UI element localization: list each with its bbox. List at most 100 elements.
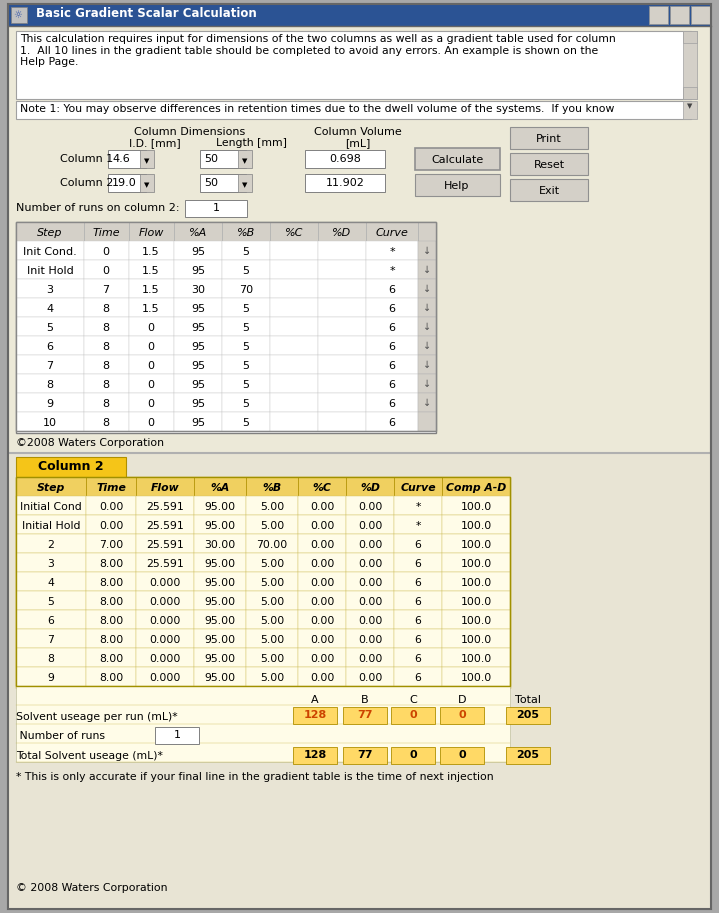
Text: 0.00: 0.00	[310, 616, 334, 626]
Bar	[298, 629, 346, 648]
Text: Number of runs: Number of runs	[16, 731, 105, 741]
Text: %A: %A	[211, 483, 229, 493]
Bar	[16, 515, 86, 534]
Bar	[86, 572, 136, 591]
Bar	[506, 707, 550, 724]
Bar	[174, 241, 222, 260]
Text: 95.00: 95.00	[204, 597, 236, 607]
Bar	[270, 393, 318, 412]
Bar	[86, 515, 136, 534]
Text: 0: 0	[458, 710, 466, 720]
Bar	[222, 222, 270, 241]
Bar	[194, 477, 246, 496]
Bar	[246, 553, 298, 572]
Bar	[136, 629, 194, 648]
Bar	[391, 747, 435, 764]
Bar	[16, 572, 86, 591]
Text: ▼: ▼	[145, 158, 150, 164]
Text: *: *	[389, 266, 395, 276]
Text: ▼: ▼	[687, 103, 692, 109]
Text: Comp A-D: Comp A-D	[446, 483, 506, 493]
Bar	[510, 179, 588, 201]
Bar	[442, 629, 510, 648]
Bar	[86, 629, 136, 648]
Text: 8.00: 8.00	[99, 673, 123, 683]
Bar	[222, 336, 270, 355]
Text: 95.00: 95.00	[204, 635, 236, 645]
Text: 5.00: 5.00	[260, 502, 284, 512]
Text: 0: 0	[409, 750, 417, 760]
Text: 6: 6	[388, 380, 395, 390]
Text: 0: 0	[458, 750, 466, 760]
Text: ↓: ↓	[423, 398, 431, 408]
Text: 0: 0	[147, 380, 155, 390]
Text: 9: 9	[47, 673, 55, 683]
Text: Time: Time	[92, 228, 120, 238]
Bar	[108, 174, 146, 192]
Bar	[8, 4, 711, 26]
Bar	[194, 572, 246, 591]
Bar	[510, 153, 588, 175]
Bar	[366, 298, 418, 317]
Text: 25.591: 25.591	[146, 559, 184, 569]
Bar	[418, 336, 436, 355]
Text: %B: %B	[237, 228, 255, 238]
Text: 70: 70	[239, 285, 253, 295]
Text: 2: 2	[47, 540, 55, 550]
Bar	[318, 412, 366, 431]
Bar	[222, 374, 270, 393]
Text: © 2008 Waters Corporation: © 2008 Waters Corporation	[16, 883, 168, 893]
Text: 5: 5	[47, 323, 53, 333]
Bar	[136, 667, 194, 686]
Bar	[346, 553, 394, 572]
Text: %C: %C	[313, 483, 331, 493]
Text: 4.6: 4.6	[112, 154, 129, 164]
Bar	[318, 260, 366, 279]
Text: 5: 5	[242, 418, 249, 428]
Text: 5.00: 5.00	[260, 616, 284, 626]
Text: 0.000: 0.000	[150, 654, 180, 664]
Bar	[246, 610, 298, 629]
Bar	[394, 534, 442, 553]
Bar	[343, 747, 387, 764]
Bar	[136, 496, 194, 515]
Text: 5.00: 5.00	[260, 521, 284, 531]
Text: Note 1: You may observe differences in retention times due to the dwell volume o: Note 1: You may observe differences in r…	[20, 104, 614, 114]
Bar	[16, 222, 436, 433]
Bar	[305, 174, 385, 192]
Bar	[140, 150, 154, 168]
Bar	[415, 174, 500, 196]
Text: 6: 6	[415, 635, 421, 645]
Text: %B: %B	[262, 483, 282, 493]
Bar	[418, 393, 436, 412]
Bar	[246, 534, 298, 553]
Bar	[346, 496, 394, 515]
Bar	[222, 279, 270, 298]
Text: D: D	[458, 695, 466, 705]
Bar	[246, 667, 298, 686]
Text: Reset: Reset	[533, 160, 564, 170]
Text: 100.0: 100.0	[460, 540, 492, 550]
Bar	[174, 355, 222, 374]
Bar	[8, 453, 711, 909]
Text: 6: 6	[388, 304, 395, 314]
Text: 5: 5	[242, 266, 249, 276]
Bar	[136, 477, 194, 496]
Bar	[16, 336, 84, 355]
Text: 3: 3	[47, 559, 55, 569]
Bar	[16, 629, 86, 648]
Bar	[270, 412, 318, 431]
Text: 8.00: 8.00	[99, 616, 123, 626]
Bar	[270, 355, 318, 374]
Text: 5: 5	[47, 597, 55, 607]
Bar	[318, 336, 366, 355]
Bar	[298, 553, 346, 572]
Bar	[394, 477, 442, 496]
Bar	[298, 515, 346, 534]
Bar	[16, 496, 86, 515]
Text: %D: %D	[332, 228, 352, 238]
Bar	[442, 667, 510, 686]
Text: ↓: ↓	[423, 360, 431, 370]
Bar	[246, 629, 298, 648]
Text: Column 2: Column 2	[38, 460, 104, 473]
